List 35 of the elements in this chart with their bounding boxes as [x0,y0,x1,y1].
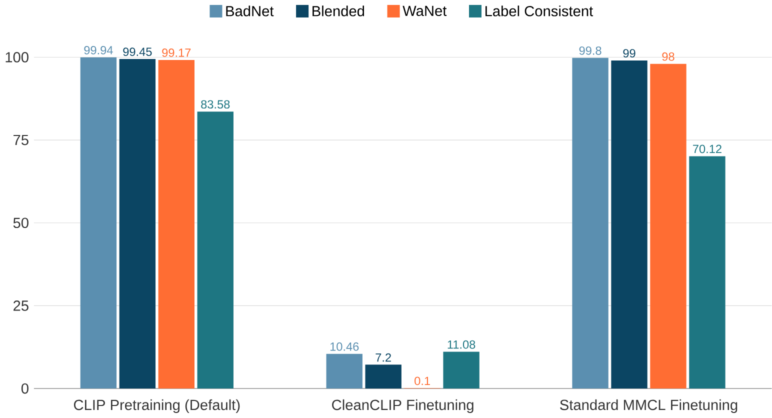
x-tick-label: Standard MMCL Finetuning [560,400,738,414]
data-label: 99.45 [123,48,152,56]
bar [80,58,117,389]
bar [158,60,194,389]
bar [326,354,362,389]
y-tick-label: 100 [6,52,28,63]
y-tick-label: 0 [21,384,28,394]
data-label: 99.8 [579,46,602,55]
data-label: 70.12 [693,144,722,154]
legend-label: Blended [312,6,364,16]
bar [650,64,686,389]
bar [443,352,480,389]
data-label: 99.17 [162,48,191,58]
x-tick-label: CleanCLIP Finetuning [332,400,474,414]
y-tick-label: 50 [13,218,28,228]
bar [611,60,648,389]
bar [689,156,726,389]
bar [365,364,402,389]
data-label: 98 [662,52,674,61]
data-label: 0.1 [414,376,430,386]
legend-label: BadNet [226,6,274,16]
legend-label: Label Consistent [485,6,594,16]
data-label: 83.58 [201,100,230,109]
data-label: 99.94 [84,46,113,55]
data-label: 7.2 [376,354,391,362]
x-tick-label: CLIP Pretraining (Default) [74,400,240,414]
bar [197,112,234,389]
bar [572,58,608,389]
data-label: 99 [623,49,636,58]
legend-label: WaNet [402,6,447,16]
y-tick-label: 25 [14,300,28,312]
data-label: 11.08 [448,340,476,349]
data-label: 10.46 [330,342,359,351]
y-tick-label: 75 [14,135,28,146]
bar [119,59,156,389]
